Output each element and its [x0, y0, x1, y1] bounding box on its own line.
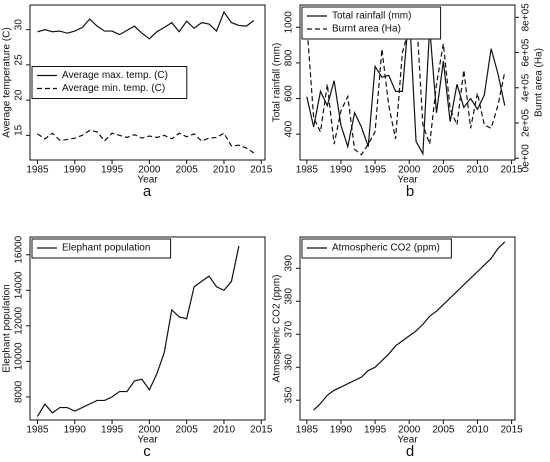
- x-tick-label: 2000: [138, 165, 161, 176]
- legend-box: [31, 66, 188, 99]
- y-tick-label: 350: [284, 386, 295, 403]
- x-tick-label: 2005: [432, 425, 455, 436]
- legend-label: Average max. temp. (C): [62, 70, 168, 81]
- plot-frame: [29, 4, 266, 161]
- legend: Total rainfall (mm) Burnt area (Ha): [301, 6, 442, 40]
- panel-caption: d: [406, 443, 414, 460]
- y-tick-label: 14000: [14, 271, 25, 299]
- x-axis-label: Year: [397, 435, 418, 446]
- y-axis-label: Total rainfall (mm): [272, 43, 283, 122]
- x-tick-label: 2010: [466, 425, 489, 436]
- x-tick-label: 2005: [176, 425, 199, 436]
- x-tick-label: 1985: [26, 425, 49, 436]
- panel-caption: b: [406, 183, 414, 200]
- y-axis-label: Atmospheric CO2 (ppm): [272, 275, 283, 383]
- x-tick-label: 1995: [101, 165, 124, 176]
- x-tick-label: 1995: [364, 165, 387, 176]
- y-tick-label: 800: [284, 49, 295, 66]
- panel-caption: a: [143, 183, 152, 200]
- x-tick-label: 2005: [176, 165, 199, 176]
- data-line: [37, 10, 255, 40]
- plot-frame: [299, 236, 516, 421]
- y2-tick-label: 6e+05: [521, 38, 532, 67]
- y2-axis-label: Burnt area (Ha): [534, 48, 545, 117]
- x-tick-label: 1995: [364, 425, 387, 436]
- legend-label: Total rainfall (mm): [332, 11, 411, 22]
- x-tick-label: 1990: [330, 165, 353, 176]
- y2-tick-label: 4e+05: [521, 73, 532, 102]
- y-tick-label: 12000: [14, 306, 25, 334]
- x-tick-label: 2015: [250, 165, 273, 176]
- y-tick-label: 1000: [284, 11, 295, 34]
- x-tick-label: 2015: [250, 425, 273, 436]
- x-axis-label: Year: [137, 175, 158, 186]
- x-tick-label: 1985: [296, 425, 319, 436]
- y-tick-label: 10000: [14, 342, 25, 370]
- legend: Average max. temp. (C) Average min. temp.…: [31, 66, 188, 99]
- data-line: [313, 241, 506, 411]
- y-tick-label: 380: [284, 288, 295, 305]
- data-line: [37, 129, 255, 154]
- x-tick-label: 2010: [466, 165, 489, 176]
- x-tick-label: 1985: [26, 165, 49, 176]
- y-tick-label: 25: [14, 54, 25, 66]
- x-tick-label: 1990: [64, 165, 87, 176]
- x-tick-label: 1985: [296, 165, 319, 176]
- y-tick-label: 8000: [14, 380, 25, 403]
- y-tick-label: 16000: [14, 235, 25, 263]
- y-tick-label: 370: [284, 320, 295, 337]
- x-tick-label: 2000: [398, 165, 421, 176]
- legend-label: Atmospheric CO2 (ppm): [332, 243, 440, 254]
- legend-label: Elephant population: [62, 243, 150, 254]
- data-line: [36, 245, 240, 417]
- x-tick-label: 2000: [138, 425, 161, 436]
- legend: Elephant population: [31, 238, 172, 259]
- x-tick-label: 1990: [64, 425, 87, 436]
- plot-frame: [29, 236, 266, 421]
- y2-tick-label: 8e+05: [521, 3, 532, 32]
- legend: Atmospheric CO2 (ppm): [301, 238, 452, 259]
- legend-box: [301, 6, 442, 40]
- plot-frame: [299, 4, 516, 161]
- y-axis-label: Elephant population: [2, 284, 13, 372]
- y-tick-label: 20: [14, 89, 25, 101]
- y2-tick-label: 2e+05: [521, 109, 532, 138]
- x-axis-label: Year: [397, 175, 418, 186]
- x-tick-label: 2010: [213, 165, 236, 176]
- y2-tick-label: 0e+00: [521, 144, 532, 173]
- y-tick-label: 30: [14, 19, 25, 31]
- x-tick-label: 1990: [330, 425, 353, 436]
- legend-label: Burnt area (Ha): [332, 24, 401, 35]
- legend-box: [31, 238, 172, 259]
- x-tick-label: 1995: [101, 425, 124, 436]
- y-tick-label: 360: [284, 353, 295, 370]
- y-tick-label: 390: [284, 255, 295, 272]
- y-tick-label: 600: [284, 85, 295, 102]
- legend-label: Average min. temp. (C): [62, 83, 165, 94]
- x-tick-label: 2005: [432, 165, 455, 176]
- legend-box: [301, 238, 452, 259]
- y-tick-label: 400: [284, 120, 295, 137]
- y-axis-label: Average temperature (C): [2, 27, 13, 137]
- x-tick-label: 2010: [213, 425, 236, 436]
- x-tick-label: 2000: [398, 425, 421, 436]
- x-axis-label: Year: [137, 435, 158, 446]
- x-tick-label: 2015: [500, 425, 523, 436]
- panel-caption: c: [143, 443, 151, 460]
- y-tick-label: 15: [14, 124, 25, 136]
- x-tick-label: 2015: [500, 165, 523, 176]
